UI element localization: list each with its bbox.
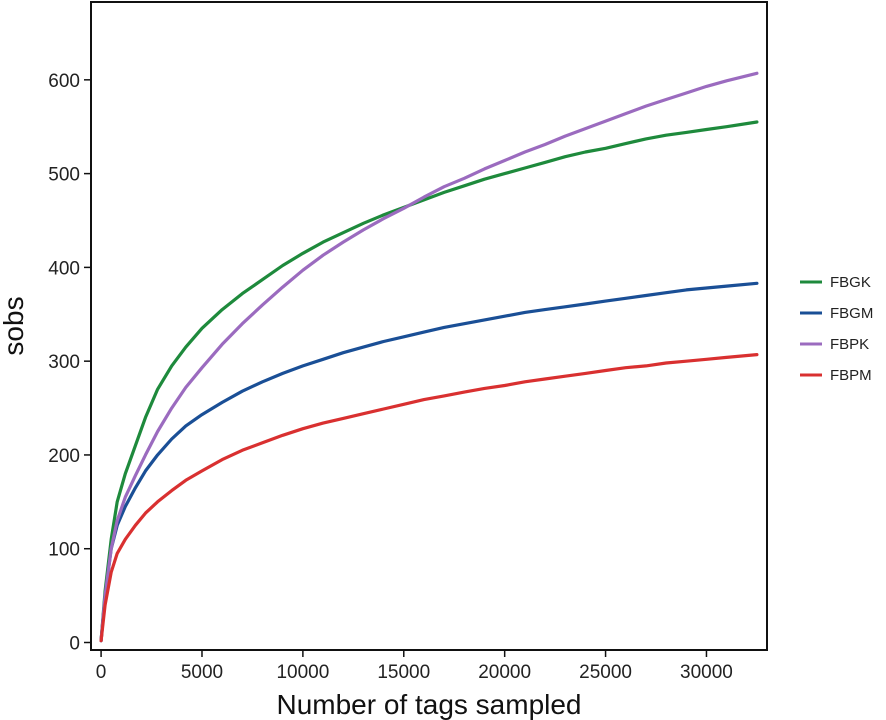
legend-label-fbgk: FBGK [830,274,871,291]
x-tick-label: 0 [96,662,107,683]
y-tick-label: 0 [69,633,80,654]
y-tick-label: 300 [48,352,80,373]
legend-label-fbpm: FBPM [830,367,872,384]
series-lines [99,71,759,643]
y-tick-label: 500 [48,165,80,186]
x-tick-label: 30000 [680,662,733,683]
series-line-fbgk [99,120,759,643]
y-axis-title: sobs [0,296,29,355]
legend: FBGK FBGM FBPK FBPM [800,274,873,384]
y-tick-label: 100 [48,540,80,561]
x-tick-label: 10000 [276,662,329,683]
x-tick-label: 15000 [377,662,430,683]
y-axis: 0 100 200 300 400 500 600 [48,71,91,654]
y-tick-label: 600 [48,71,80,92]
y-tick-label: 200 [48,446,80,467]
x-tick-label: 20000 [478,662,531,683]
x-axis: 0 5000 10000 15000 20000 25000 30000 [96,650,733,683]
series-line-fbgm [99,281,759,643]
legend-label-fbpk: FBPK [830,336,869,353]
y-tick-label: 400 [48,258,80,279]
series-line-fbpk [99,71,759,643]
plot-frame [90,1,768,651]
x-tick-label: 5000 [181,662,223,683]
series-line-fbpm [99,353,759,643]
legend-label-fbgm: FBGM [830,305,873,322]
x-axis-title: Number of tags sampled [276,689,581,720]
x-tick-label: 25000 [579,662,632,683]
